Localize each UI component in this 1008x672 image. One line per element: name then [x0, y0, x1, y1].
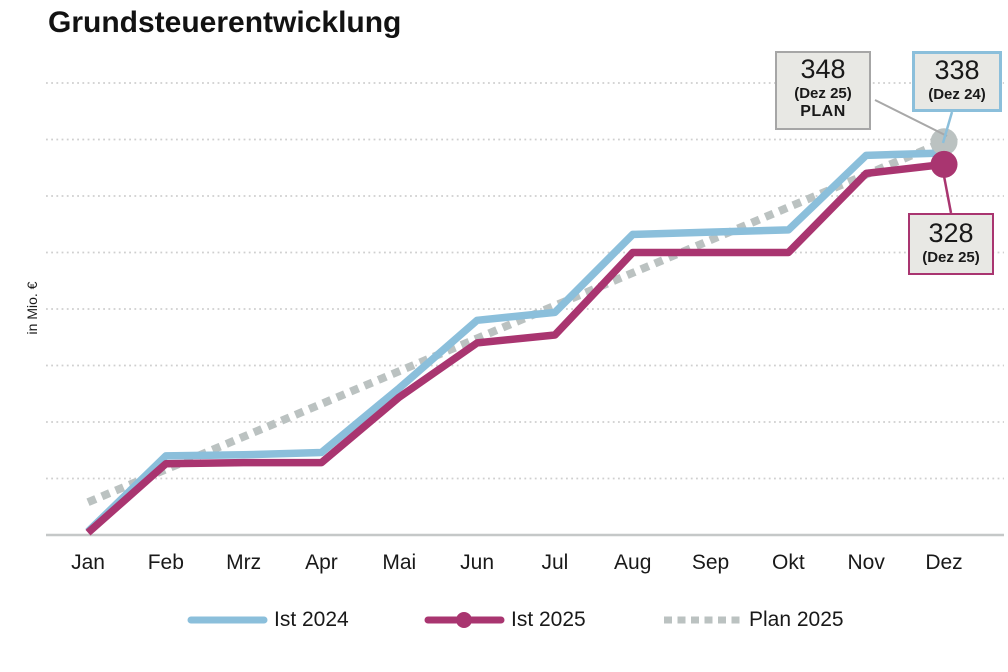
callout-ist2024-dez: 338 (Dez 24): [912, 51, 1002, 112]
x-axis-label: Dez: [925, 551, 963, 574]
legend-item-ist-2025: Ist 2025: [424, 608, 586, 632]
legend-item-plan-2025: Plan 2025: [662, 608, 844, 632]
leader-ist2024-dez: [941, 111, 954, 144]
x-axis-label: Feb: [147, 551, 184, 574]
callout-ist2025-dez: 328 (Dez 25): [908, 213, 994, 275]
x-axis-label: Apr: [305, 551, 338, 574]
x-axis-label: Jul: [541, 551, 569, 574]
callout-plan-dez: 348 (Dez 25) PLAN: [775, 51, 871, 130]
legend-label: Ist 2025: [511, 608, 586, 631]
callout-sub2: PLAN: [800, 103, 846, 120]
x-axis-label: Aug: [614, 551, 652, 574]
callout-value: 328: [928, 218, 974, 248]
callout-sub: (Dez 24): [928, 86, 986, 103]
callout-sub: (Dez 25): [922, 249, 980, 266]
leader-plan-dez: [874, 99, 948, 137]
leader-ist2025-dez: [942, 175, 953, 214]
end-marker-ist-2025: [930, 150, 958, 178]
x-axis-label: Jan: [71, 551, 105, 574]
legend-label: Plan 2025: [749, 608, 844, 631]
page-title: Grundsteuerentwicklung: [48, 6, 402, 39]
series-line-plan-2025: [86, 138, 946, 506]
callout-sub: (Dez 25): [794, 85, 852, 102]
x-axis-label: Nov: [847, 551, 885, 574]
legend-swatch-plan-2025: [664, 616, 741, 624]
x-axis-label: Mai: [382, 551, 417, 574]
x-axis-label: Jun: [460, 551, 495, 574]
legend-swatch-ist-2025: [424, 612, 505, 628]
callout-value: 348: [800, 54, 846, 84]
x-axis-label: Sep: [691, 551, 730, 574]
legend-label: Ist 2024: [274, 608, 349, 631]
legend-swatch-ist-2024: [187, 616, 268, 624]
x-axis-label: Mrz: [226, 551, 262, 574]
legend-item-ist-2024: Ist 2024: [187, 608, 349, 632]
series-line-ist-2025: [85, 160, 945, 536]
series-line-ist-2024: [85, 149, 945, 535]
callout-value: 338: [934, 55, 980, 85]
x-axis-label: Okt: [772, 551, 805, 574]
